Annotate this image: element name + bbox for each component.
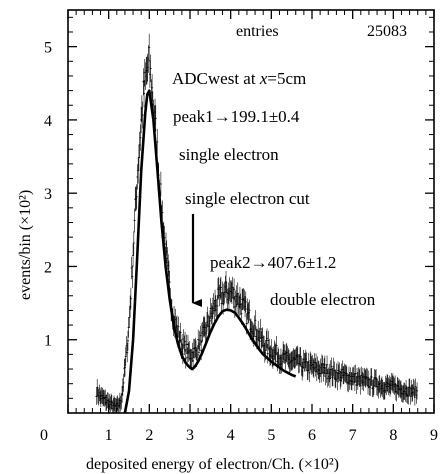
x-tick-label: 2 <box>145 427 153 444</box>
y-tick-label: 5 <box>44 40 52 57</box>
x-tick-label: 9 <box>430 427 438 444</box>
entries-value: 25083 <box>367 23 407 40</box>
x-tick-label: 5 <box>267 427 275 444</box>
entries-label: entries <box>236 23 279 40</box>
x-tick-label: 6 <box>308 427 316 444</box>
y-tick-label: 4 <box>44 113 52 130</box>
x-tick-labels: 0 1 2 3 4 5 6 7 8 9 <box>40 427 438 444</box>
fit-curve-line <box>123 89 297 414</box>
x-tick-label: 8 <box>389 427 397 444</box>
x-tick-label: 1 <box>105 427 113 444</box>
y-tick-label: 3 <box>44 186 52 203</box>
axis-ticks <box>67 10 435 413</box>
y-axis-title: events/bin (×10²) <box>17 190 34 300</box>
peak1-label: peak1→199.1±0.4 <box>173 107 300 126</box>
y-tick-label: 2 <box>44 259 52 276</box>
y-tick-label: 1 <box>44 333 52 350</box>
x-tick-label: 0 <box>40 427 48 444</box>
single-electron-cut-label: single electron cut <box>185 189 310 208</box>
x-axis-title: deposited energy of electron/Ch. (×10²) <box>86 456 339 473</box>
x-tick-label: 3 <box>186 427 194 444</box>
double-electron-label: double electron <box>270 290 376 309</box>
y-tick-labels: 1 2 3 4 5 <box>44 40 52 350</box>
peak2-label: peak2→407.6±1.2 <box>210 253 336 272</box>
x-tick-label: 7 <box>349 427 357 444</box>
x-tick-label: 4 <box>227 427 235 444</box>
adc-label: ADCwest at x=5cm <box>172 69 306 88</box>
single-electron-label: single electron <box>179 145 279 164</box>
plot-frame <box>67 9 435 414</box>
histogram-data <box>95 33 419 413</box>
